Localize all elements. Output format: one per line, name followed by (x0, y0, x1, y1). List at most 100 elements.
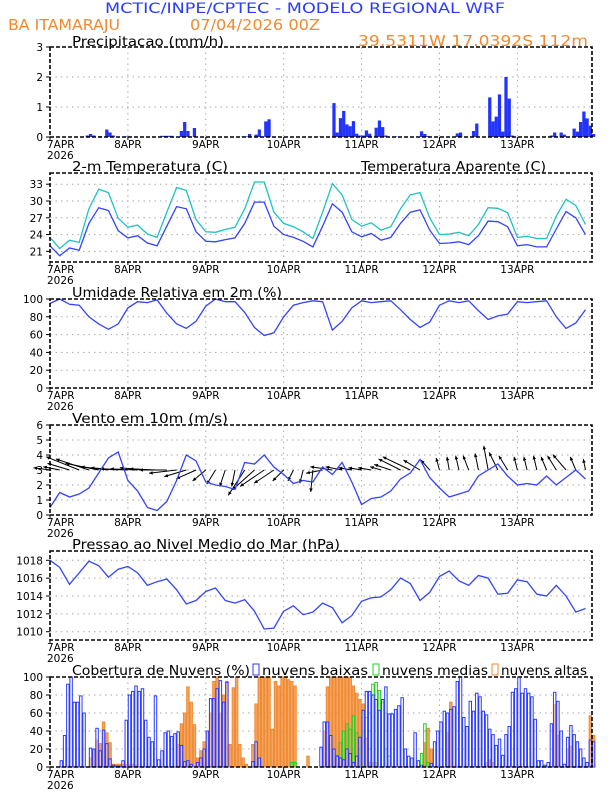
wind-vector-arrow (43, 465, 60, 471)
nuvens-altas-bar (277, 685, 281, 768)
nuvens-baixas-bar (166, 730, 171, 768)
nuvens-baixas-bar (539, 760, 544, 768)
nuvens-baixas-bar (124, 719, 128, 768)
temperature-line (49, 201, 587, 257)
nuvens-altas-bar (241, 757, 245, 768)
wind-vector-arrow (435, 457, 440, 471)
wind-line (49, 451, 586, 512)
precip-bar (423, 134, 427, 137)
nuvens-baixas-bar (157, 759, 161, 768)
nuvens-baixas-bar (254, 741, 258, 768)
nuvens-baixas-bar (186, 760, 190, 768)
wind-vector-arrow (33, 466, 51, 471)
y-tick-label: 3 (36, 465, 43, 477)
wind-vector-shaft (164, 469, 187, 478)
wind-vector-arrow (325, 465, 343, 471)
x-tick-label: 7APR (47, 139, 75, 151)
nuvens-baixas-bar (251, 761, 255, 768)
precip-bar (244, 136, 248, 137)
nuvens-baixas-bar (406, 755, 411, 768)
wind-vector-arrow (462, 455, 470, 471)
nuvens-baixas-bar (559, 730, 563, 768)
wind-vector-arrow (219, 469, 226, 487)
nuvens-medias-bar (293, 762, 297, 768)
legend-low-clouds-swatch (252, 663, 260, 676)
precip-bar (166, 135, 171, 137)
nuvens-baixas-bar (202, 748, 206, 768)
nuvens-altas-bar (283, 676, 288, 768)
x-tick-label: 10APR (267, 390, 301, 402)
y-tick-label: 0 (36, 510, 43, 522)
y-tick-label: 0 (36, 132, 43, 144)
precip-bar (475, 123, 479, 137)
wind-vector-head (100, 467, 105, 471)
nuvens-baixas-bar (127, 694, 132, 768)
wind-vector-head (489, 452, 493, 457)
nuvens-baixas-bar (549, 723, 554, 768)
wind-vector-head (80, 465, 85, 469)
nuvens-baixas-bar (108, 758, 112, 768)
nuvens-altas-bar (228, 744, 232, 768)
precip-bar (345, 124, 349, 137)
legend-high-clouds-label: nuvens altas (501, 664, 587, 679)
precip-bar (494, 116, 498, 137)
nuvens-baixas-bar (69, 676, 73, 768)
header-title: MCTIC/INPE/CPTEC - MODELO REGIONAL WRF (105, 1, 505, 17)
wind-vector-shaft (227, 469, 246, 496)
wind-vector-head (55, 458, 60, 462)
y-tick-label: 6 (36, 420, 43, 432)
wind-vector-head (129, 467, 134, 471)
y-tick-label: 4 (36, 450, 43, 462)
nuvens-baixas-bar (147, 736, 151, 768)
x-tick-label: 11APR (344, 517, 378, 529)
wind-vector-shaft (382, 456, 411, 471)
nuvens-baixas-bar (329, 735, 333, 768)
nuvens-baixas-bar (520, 692, 524, 768)
x-tick-label: 9APR (192, 517, 220, 529)
wind-vector-arrow (378, 458, 401, 471)
x-tick-label: 10APR (267, 642, 301, 654)
wind-vector-head (522, 456, 527, 461)
wind-vector-head (552, 454, 557, 459)
humidity-panel-title: Umidade Relativa em 2m (%) (72, 286, 282, 301)
header-location: BA ITAMARAJU (8, 16, 120, 34)
wind-vector-arrow (227, 469, 246, 496)
nuvens-baixas-bar (471, 710, 476, 768)
y-tick-label: 1014 (16, 591, 43, 603)
nuvens-baixas-bar (95, 727, 99, 768)
y-tick-label: 0 (36, 762, 43, 774)
nuvens-baixas-bar (517, 676, 521, 768)
nuvens-baixas-bar (410, 757, 414, 768)
nuvens-altas-bar (426, 727, 430, 768)
nuvens-baixas-bar (494, 744, 498, 768)
nuvens-baixas-bar (121, 760, 125, 768)
nuvens-baixas-bar (105, 743, 109, 768)
wind-vector-head (547, 455, 551, 460)
x-tick-label: 11APR (344, 642, 378, 654)
nuvens-baixas-bar (439, 721, 443, 768)
wind-vector-head (309, 488, 313, 492)
nuvens-altas-bar (286, 679, 291, 768)
y-tick-label: 2 (36, 72, 43, 84)
nuvens-baixas-bar (475, 692, 479, 768)
panel-frame (49, 298, 593, 389)
x-axis-year-label: 2026 (47, 653, 74, 665)
nuvens-baixas-bar (335, 755, 339, 768)
y-tick-label: 1012 (16, 609, 43, 621)
x-tick-label: 12APR (422, 642, 456, 654)
nuvens-baixas-bar (413, 732, 417, 768)
nuvens-baixas-bar (98, 750, 103, 768)
nuvens-baixas-bar (481, 710, 485, 768)
y-tick-label: 5 (36, 435, 43, 447)
x-tick-label: 9APR (192, 139, 220, 151)
wind-vector-head (310, 465, 315, 469)
nuvens-baixas-bar (419, 764, 424, 768)
precip-bar (381, 127, 385, 137)
nuvens-baixas-bar (92, 748, 96, 768)
temp-panel-title: 2-m Temperatura (C) (72, 160, 228, 175)
nuvens-altas-bar (270, 728, 275, 768)
nuvens-baixas-bar (144, 719, 148, 768)
wind-vector-arrow (382, 456, 411, 471)
humidity-panel: 0 20 40 60 80 100 7APR 8APR 9APR 10APR 11APR 12APR 1… (23, 294, 593, 413)
